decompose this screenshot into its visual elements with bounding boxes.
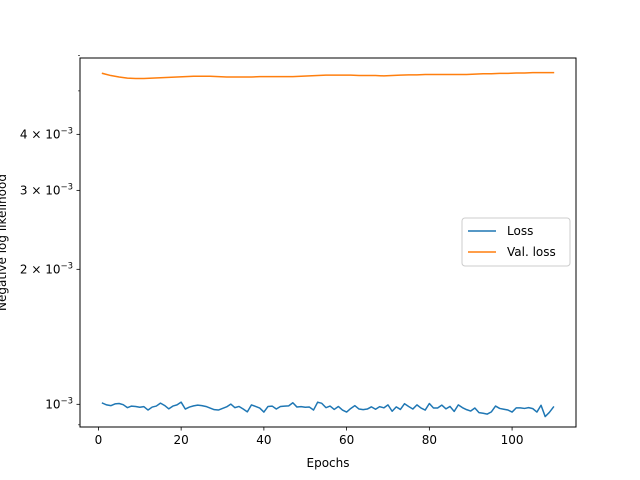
y-axis-ticks: 10−3 2 × 10−3 3 × 10−3 4 × 10−3 xyxy=(20,55,80,426)
y-tick-label: 10−3 xyxy=(45,396,73,411)
series-line-val-loss xyxy=(101,71,555,80)
y-tick-label: 2 × 10−3 xyxy=(20,261,73,276)
x-axis-label: Epochs xyxy=(307,456,350,470)
y-axis-label: Negative log likelihood xyxy=(0,174,9,311)
x-tick-label: 60 xyxy=(339,433,354,447)
legend-label: Loss xyxy=(507,224,533,238)
y-tick-label: 3 × 10−3 xyxy=(20,182,73,197)
x-axis-ticks: 0 20 40 60 80 100 xyxy=(95,427,524,447)
x-tick-label: 20 xyxy=(174,433,189,447)
legend: Loss Val. loss xyxy=(461,217,571,267)
plot-lines xyxy=(101,71,555,418)
x-tick-label: 0 xyxy=(95,433,103,447)
y-tick-label: 4 × 10−3 xyxy=(20,126,73,141)
series-line-loss xyxy=(101,401,555,418)
x-tick-label: 40 xyxy=(256,433,271,447)
legend-label: Val. loss xyxy=(507,245,556,259)
legend-box xyxy=(461,217,571,267)
axes-frame xyxy=(79,57,577,428)
x-tick-label: 100 xyxy=(501,433,524,447)
x-tick-label: 80 xyxy=(422,433,437,447)
